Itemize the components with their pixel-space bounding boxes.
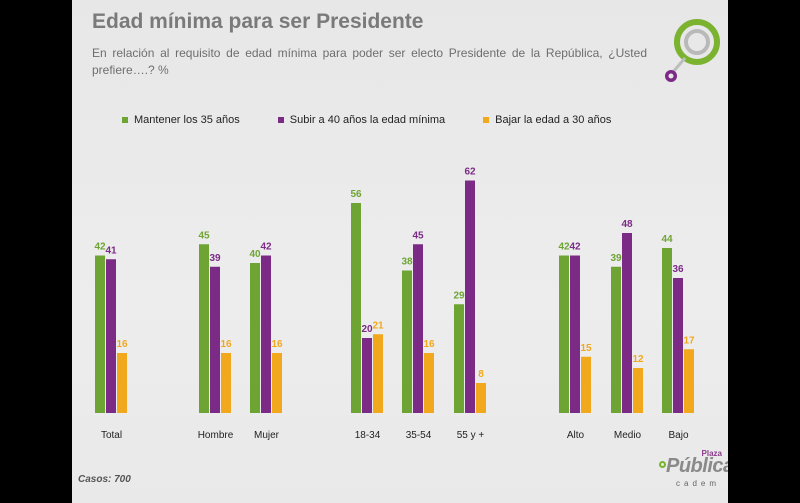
category-label: 18-34 [355,430,381,441]
data-label: 44 [661,234,673,245]
data-label: 39 [610,253,622,264]
bar [199,244,209,413]
data-label: 16 [271,339,283,350]
data-label: 16 [116,339,128,350]
data-label: 42 [558,242,570,253]
legend-item: Subir a 40 años la edad mínima [277,114,446,126]
category-label: Mujer [254,430,280,441]
bar [413,244,423,413]
logo-cadem-text: cadem [676,479,721,488]
data-label: 42 [260,242,272,253]
bar [250,263,260,413]
data-label: 15 [580,343,592,354]
category-label: Bajo [668,430,688,441]
bar [673,278,683,413]
logo-plaza-text: Plaza [701,449,722,458]
data-label: 48 [621,219,633,230]
category-label: 55 y + [457,430,485,441]
category-label: 35-54 [406,430,432,441]
bar [95,255,105,413]
bar [362,338,372,413]
bar [570,255,580,413]
data-label: 42 [94,242,106,253]
bar [684,349,694,413]
legend-item: Mantener los 35 años [122,114,240,126]
plaza-publica-logo: Plaza Pública cadem [658,449,728,494]
legend-swatch-green [122,117,128,123]
bar [117,353,127,413]
bar [633,368,643,413]
bar [106,259,116,413]
bar [454,304,464,413]
data-label: 8 [478,369,484,380]
data-label: 21 [372,320,384,331]
bar [581,356,591,413]
logo-publica-text: Pública [666,455,728,477]
legend-swatch-purple [277,117,284,123]
bar [402,270,412,413]
data-label: 40 [249,249,261,260]
data-label: 16 [220,339,232,350]
bar [476,383,486,413]
category-label: Total [101,430,122,441]
data-label: 39 [209,253,221,264]
bar [261,255,271,413]
data-label: 36 [672,264,684,275]
data-label: 17 [683,335,695,346]
data-label: 41 [105,245,117,256]
data-label: 16 [423,339,435,350]
data-label: 12 [632,354,644,365]
bar [611,266,621,413]
category-label: Medio [614,430,642,441]
bar [272,353,282,413]
chart-title: Edad mínima para ser Presidente [92,10,424,33]
chart-legend: Mantener los 35 años Subir a 40 años la … [122,114,649,126]
legend-label: Subir a 40 años la edad mínima [289,114,446,126]
bar [373,334,383,413]
bar [351,203,361,413]
bar [622,233,632,413]
legend-label: Bajar la edad a 30 años [495,114,612,126]
category-label: Hombre [198,430,234,441]
legend-item: Bajar la edad a 30 años [483,114,611,126]
data-label: 29 [453,290,465,301]
data-label: 45 [198,230,210,241]
data-label: 45 [412,230,424,241]
bar [465,180,475,413]
cases-note: Casos: 700 [78,474,131,485]
data-label: 62 [464,167,476,178]
data-label: 20 [361,324,373,335]
legend-swatch-orange [483,117,490,123]
logo-dot-icon [659,461,666,468]
bar [424,353,434,413]
bar [210,266,220,413]
chart-subtitle: En relación al requisito de edad mínima … [92,46,647,77]
bar [662,248,672,413]
data-label: 38 [401,257,413,268]
bar [559,255,569,413]
data-label: 56 [350,189,362,200]
ring-logo-icon [665,19,720,82]
slide: Edad mínima para ser Presidente En relac… [72,0,728,503]
bar [221,353,231,413]
data-label: 42 [569,242,581,253]
category-label: Alto [567,430,585,441]
legend-label: Mantener los 35 años [134,114,240,126]
